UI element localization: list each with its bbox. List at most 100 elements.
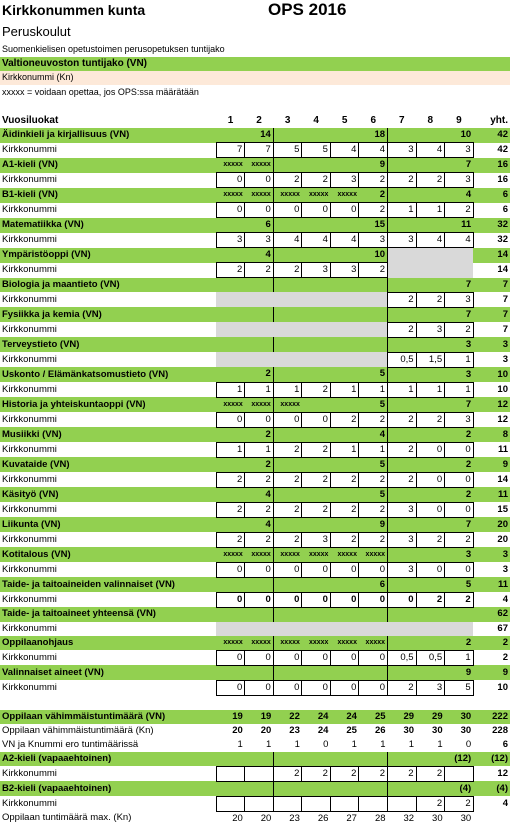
value-cell: 1 [416,737,445,752]
gray-cell [444,247,474,263]
row-total: 3 [473,562,510,577]
row-total: 3 [473,352,510,367]
row-label: A1-kieli (VN) [0,157,217,173]
value-cell [387,367,417,382]
kn-row: Kirkkonummi 2 2 4 [0,795,510,812]
kn-row: Kirkkonummi 0 0 0 0 2 2 2 2 3 12 [0,411,510,428]
value-cell: xxxxx [244,547,274,562]
value-cell: 1 [415,381,446,398]
value-cell [416,367,445,382]
row-label: Oppilaanohjaus [0,635,217,650]
value-cell [330,607,359,622]
value-cell: 5 [358,367,388,382]
value-cell [301,277,331,292]
value-cell: 29 [416,709,445,724]
value-cell: 2 [244,531,274,548]
value-cell: 7 [444,397,474,412]
value-cell: 0 [415,471,446,488]
row-label: Kirkkonummi [0,680,217,695]
value-cell: 0 [358,679,389,696]
value-cell: 0 [444,441,474,458]
value-cell: 4 [415,232,446,248]
row-label: Liikunta (VN) [0,517,217,532]
value-cell [272,277,302,292]
gray-cell [358,292,388,307]
value-cell [387,795,417,812]
value-cell [387,187,417,203]
value-cell [387,635,417,650]
value-cell [216,217,245,233]
value-cell [358,665,388,680]
gray-cell [358,352,388,367]
gray-cell [444,621,474,636]
value-cell: 1 [358,441,389,458]
value-cell: 2 [387,291,417,308]
value-cell: 6 [244,217,274,233]
gray-cell [273,322,302,337]
row-total: 42 [473,128,510,143]
value-cell: xxxxx [216,397,245,412]
row-label: Kirkkonummi [0,592,217,607]
vn-row: Kotitalous (VN) xxxxx xxxxx xxxxx xxxxx xxxxx… [0,547,510,562]
value-cell [358,751,388,766]
row-label: Kirkkonummi [0,322,217,337]
value-cell [216,457,245,472]
value-cell: 1 [387,202,417,218]
value-cell: 0 [329,561,360,578]
value-cell: 25 [358,709,388,724]
row-label: Kirkkonummi [0,232,217,248]
value-cell [272,665,302,680]
value-cell [301,397,331,412]
kn-row: Oppilaan tuntimäärä max. (Kn) 20 20 23 26 27 2… [0,811,510,826]
value-cell [330,277,359,292]
value-cell [387,665,417,680]
description-line: Suomenkielisen opetustoimen perusopetuks… [2,44,225,54]
value-cell: 2 [387,471,417,488]
value-cell [301,337,331,352]
value-cell [330,665,359,680]
value-cell: 0 [329,679,360,696]
value-cell: xxxxx [272,397,302,412]
value-cell [444,607,474,622]
value-cell [330,157,359,173]
value-cell: 3 [444,291,474,308]
value-cell [416,277,445,292]
vn-row: Valinnaiset aineet (VN) 9 9 [0,665,510,680]
value-cell [272,157,302,173]
row-label: B1-kieli (VN) [0,187,217,203]
row-total: 9 [473,665,510,680]
kn-row: Kirkkonummi 67 [0,621,510,636]
value-cell: xxxxx [358,635,388,650]
value-cell: 20 [244,811,274,826]
value-cell [416,635,445,650]
gray-cell [301,621,331,636]
row-label: Fysiikka ja kemia (VN) [0,307,217,322]
value-cell: 1 [272,381,303,398]
value-cell: 2 [329,765,360,782]
row-label: Kuvataide (VN) [0,457,217,472]
value-cell: 3 [387,531,417,548]
value-cell: 24 [301,709,331,724]
value-cell: 0 [387,591,417,608]
value-cell [445,695,474,710]
value-cell: 5 [272,142,303,158]
value-cell [330,695,359,710]
value-cell [358,795,389,812]
value-cell: 0 [415,501,446,518]
value-cell: 0 [215,649,246,666]
row-total [473,811,510,826]
school-subtitle: Peruskoulut [2,24,71,39]
row-total: 7 [473,277,510,292]
value-cell: 2 [358,172,389,188]
value-cell [387,517,417,532]
kn-row: Kirkkonummi 2 3 2 7 [0,321,510,338]
kn-row: Kirkkonummi 2 2 2 3 2 2 3 2 2 20 [0,531,510,548]
value-cell: 3 [444,172,474,188]
value-cell [272,577,302,592]
kn-row: Kirkkonummi 7 7 5 5 4 4 3 4 3 42 [0,142,510,158]
header-col: 2 [256,115,262,126]
value-cell: 3 [387,501,417,518]
gray-cell [387,262,417,278]
row-label: Historia ja yhteiskuntaoppi (VN) [0,397,217,412]
value-cell: 30 [416,723,445,738]
